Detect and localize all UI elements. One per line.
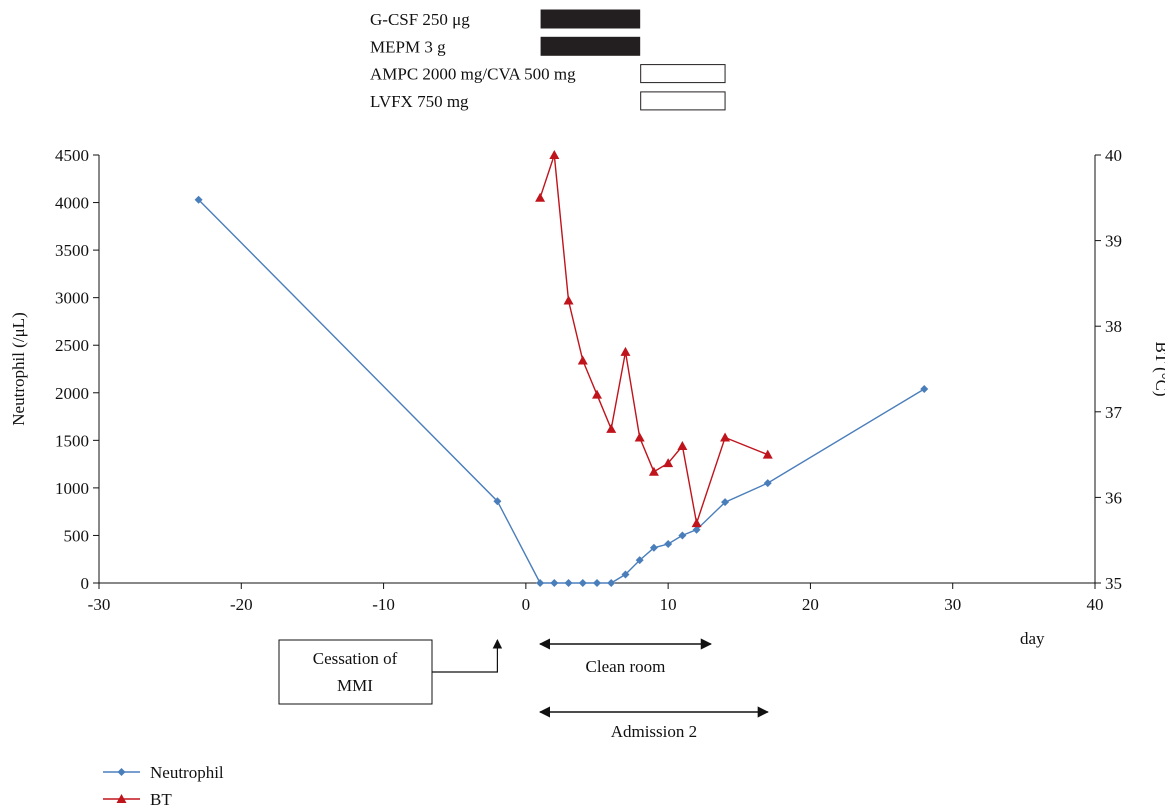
bt-point — [677, 441, 688, 451]
bt-point — [720, 432, 731, 442]
neutrophil-point — [578, 579, 587, 587]
legend: Neutrophil BT — [103, 763, 224, 809]
x-tick-label: -30 — [88, 595, 111, 614]
treatment-label: AMPC 2000 mg/CVA 500 mg — [370, 65, 576, 84]
neutrophil-point — [564, 579, 573, 587]
treatment-label: G-CSF 250 μg — [370, 10, 470, 29]
neutrophil-point — [593, 579, 601, 587]
treatment-bar — [640, 91, 726, 111]
treatment-bar — [540, 36, 641, 56]
bt-point — [577, 355, 588, 365]
cessation-label-line2: MMI — [337, 676, 373, 695]
bt-point — [592, 389, 602, 399]
bt-point — [620, 346, 631, 356]
y-left-tick-label: 3000 — [55, 289, 89, 308]
admission-label: Admission 2 — [611, 722, 697, 741]
x-tick-label: 10 — [660, 595, 677, 614]
x-tick-label: -10 — [372, 595, 395, 614]
legend-label-neutrophil: Neutrophil — [150, 763, 224, 782]
treatment-bars: G-CSF 250 μg MEPM 3 g AMPC 2000 mg/CVA 500… — [370, 9, 726, 111]
series-line-bt — [539, 154, 768, 524]
legend-diamond-marker — [117, 768, 126, 776]
y-left-tick-label: 4000 — [55, 194, 89, 213]
series-line-neutrophil — [198, 199, 925, 584]
neutrophil-point — [721, 498, 730, 507]
bt-point — [563, 295, 574, 305]
treatment-bar — [540, 9, 641, 29]
neutrophil-point — [635, 556, 644, 565]
neutrophil-point — [493, 497, 502, 506]
x-tick-label: 40 — [1087, 595, 1104, 614]
neutrophil-point — [607, 579, 616, 587]
legend-item-bt: BT — [103, 790, 172, 809]
neutrophil-point — [692, 525, 701, 534]
y-left-tick-label: 4500 — [55, 146, 89, 165]
x-axis-ticks: -30 -20 -10 0 10 20 30 40 — [88, 583, 1104, 614]
bt-point — [634, 432, 645, 442]
neutrophil-point — [649, 543, 658, 552]
treatment-label: LVFX 750 mg — [370, 92, 469, 111]
clean-room-label: Clean room — [586, 657, 666, 676]
x-axis-label: day — [1020, 629, 1045, 648]
neutrophil-point — [550, 579, 559, 587]
y-left-tick-label: 1000 — [55, 479, 89, 498]
y-right-axis-ticks: 35 36 37 38 39 40 — [1095, 146, 1123, 593]
y-right-tick-label: 40 — [1105, 146, 1122, 165]
y-left-tick-label: 1500 — [55, 431, 89, 450]
x-tick-label: -20 — [230, 595, 253, 614]
cessation-label-line1: Cessation of — [313, 649, 398, 668]
annotations: Cessation of MMI Clean room Admission 2 — [278, 638, 769, 741]
y-left-tick-label: 2500 — [55, 336, 89, 355]
y-left-tick-label: 3500 — [55, 241, 89, 260]
bt-point — [606, 423, 617, 433]
y-left-tick-label: 2000 — [55, 384, 89, 403]
y-right-axis-label: BT (°C) — [1152, 341, 1165, 396]
y-right-tick-label: 37 — [1105, 403, 1123, 422]
neutrophil-point — [763, 479, 772, 488]
y-left-axis-ticks: 0 500 1000 1500 2000 2500 3000 3500 4000 4500 — [55, 146, 99, 593]
bt-point — [663, 458, 674, 468]
bt-point — [535, 192, 546, 202]
bt-point — [691, 518, 702, 528]
legend-triangle-marker — [116, 794, 127, 803]
neutrophil-point — [920, 384, 929, 393]
neutrophil-point — [621, 570, 630, 579]
legend-label-bt: BT — [150, 790, 172, 809]
legend-item-neutrophil: Neutrophil — [103, 763, 224, 782]
x-tick-label: 20 — [802, 595, 819, 614]
y-right-tick-label: 36 — [1105, 488, 1122, 507]
plot-area: -30 -20 -10 0 10 20 30 40 0 500 1000 1500 2000 2500 3… — [55, 146, 1123, 614]
bt-point — [648, 466, 659, 476]
neutrophil-point — [194, 195, 203, 204]
y-right-tick-label: 35 — [1105, 574, 1122, 593]
y-right-tick-label: 39 — [1105, 232, 1122, 251]
y-left-tick-label: 0 — [81, 574, 90, 593]
treatment-label: MEPM 3 g — [370, 37, 446, 56]
bt-point — [762, 449, 773, 459]
x-tick-label: 0 — [522, 595, 531, 614]
y-left-tick-label: 500 — [64, 526, 90, 545]
cessation-box — [278, 639, 433, 705]
treatment-bar — [640, 64, 726, 84]
neutrophil-point — [678, 531, 687, 540]
bt-point — [549, 150, 560, 159]
x-tick-label: 30 — [944, 595, 961, 614]
y-left-axis-label: Neutrophil (/μL) — [9, 312, 28, 425]
cessation-arrow — [432, 639, 503, 673]
neutrophil-point — [664, 540, 673, 549]
neutrophil-point — [536, 579, 545, 587]
y-right-tick-label: 38 — [1105, 317, 1122, 336]
series-layer — [194, 150, 929, 587]
